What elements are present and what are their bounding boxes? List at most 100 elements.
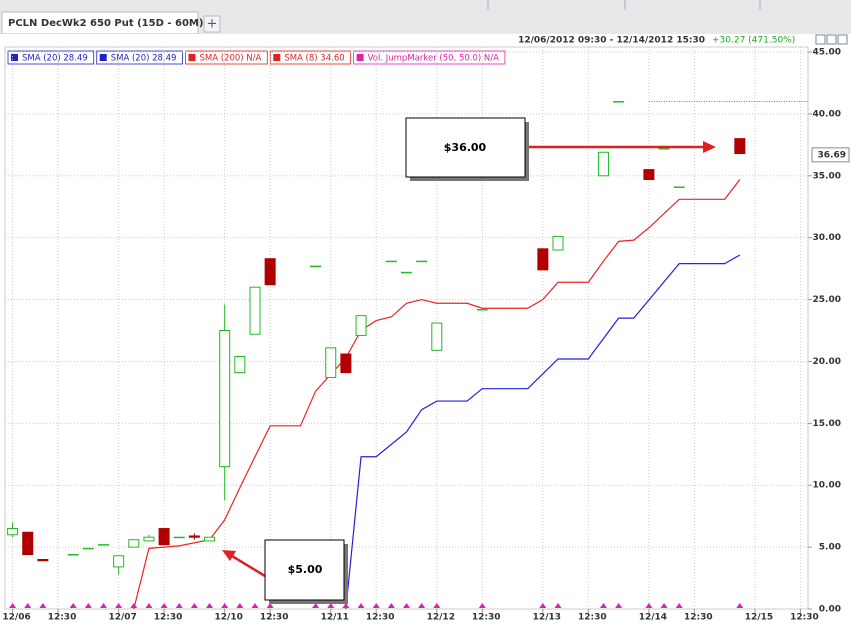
candle-body — [476, 308, 488, 311]
candle-body — [734, 138, 746, 154]
y-tick-label: 45.00 — [813, 48, 841, 58]
jump-marker — [599, 603, 607, 608]
jump-marker — [357, 603, 365, 608]
candle-body — [173, 536, 185, 539]
legend-label: SMA (8) 34.60 — [284, 54, 344, 64]
jump-marker — [190, 603, 198, 608]
jump-marker — [554, 603, 562, 608]
candle-body — [219, 330, 231, 468]
y-tick-label: 0.00 — [819, 605, 841, 615]
candle-body — [143, 536, 155, 542]
jump-marker — [327, 603, 335, 608]
candle-body — [158, 528, 170, 546]
jump-marker — [342, 603, 350, 608]
candle-body — [128, 539, 140, 548]
y-tick-label: 10.00 — [813, 481, 841, 491]
x-tick-label: 12:30 — [790, 613, 819, 623]
candle-body — [7, 528, 19, 536]
jump-marker — [115, 603, 123, 608]
x-tick-label: 12:30 — [472, 613, 501, 623]
x-tick-label: 12/11 — [321, 613, 349, 623]
candle-body — [537, 248, 549, 271]
jump-marker — [660, 603, 668, 608]
legend: SMA (20) 28.49 SMA (20) 28.49 SMA (200) N/… — [7, 50, 506, 65]
add-tab-label: + — [207, 17, 218, 32]
annotation-box — [264, 539, 345, 601]
legend-icon — [356, 54, 364, 61]
y-tick-label: 30.00 — [813, 233, 841, 243]
legend-label: SMA (200) N/A — [199, 54, 261, 64]
candle-body — [340, 353, 352, 374]
jump-marker — [478, 603, 486, 608]
x-tick-label: 12:30 — [684, 613, 713, 623]
y-tick-label: 40.00 — [813, 109, 841, 119]
candle-body — [37, 558, 49, 562]
legend-item — [7, 50, 95, 65]
jump-marker — [675, 603, 683, 608]
candle-body — [385, 260, 397, 263]
jump-marker — [266, 603, 274, 608]
jump-marker — [175, 603, 183, 608]
settings-button[interactable] — [837, 34, 848, 45]
candle-body — [673, 186, 685, 188]
x-tick-label: 12/13 — [533, 613, 561, 623]
jump-marker — [433, 603, 441, 608]
candle-body — [431, 322, 443, 351]
jump-marker — [69, 603, 77, 608]
candle-body — [355, 315, 367, 336]
candle-body — [416, 260, 428, 263]
jump-marker — [130, 603, 138, 608]
legend-icon — [99, 54, 107, 61]
x-tick-label: 12:30 — [260, 613, 289, 623]
legend-item — [185, 50, 268, 65]
annotation: $36.00 — [444, 141, 487, 154]
x-tick-label: 12:30 — [154, 613, 183, 623]
x-tick-label: 12:30 — [48, 613, 77, 623]
x-tick-label: 12/14 — [639, 613, 667, 623]
zoom-button[interactable] — [826, 34, 837, 45]
candle-body — [188, 535, 200, 538]
sma-line — [133, 179, 741, 610]
x-tick-label: 12/06 — [2, 613, 30, 623]
jump-marker — [403, 603, 410, 608]
jump-marker — [236, 603, 244, 608]
candle-body — [113, 555, 125, 568]
legend-item — [353, 50, 506, 65]
jump-marker — [615, 603, 623, 608]
last-price-box — [811, 147, 850, 163]
legend-item — [269, 50, 352, 65]
jump-marker — [160, 603, 168, 608]
y-tick-label: 15.00 — [813, 419, 841, 429]
add-tab[interactable] — [203, 15, 221, 33]
jump-marker — [206, 603, 214, 608]
annotation: $5.00 — [288, 563, 323, 576]
candle-body — [643, 169, 655, 180]
jump-marker — [645, 603, 653, 608]
candle-body — [82, 547, 94, 550]
jump-marker — [24, 603, 32, 608]
jump-marker — [84, 603, 92, 608]
zoom-button[interactable] — [815, 34, 826, 45]
jump-marker — [9, 603, 17, 608]
jump-marker — [418, 603, 426, 608]
jump-marker — [312, 603, 320, 608]
x-tick-label: 12/15 — [745, 613, 773, 623]
legend-icon — [11, 54, 18, 61]
candle-body — [67, 554, 79, 556]
plot-border — [4, 46, 809, 610]
annotation-box — [405, 117, 526, 178]
grid: 0.00 5.00 10.00 15.00 20.00 25.00 30.00 35.00 40… — [2, 47, 841, 623]
candle-body — [234, 355, 246, 374]
x-tick-label: 12/12 — [427, 613, 455, 623]
jump-marker — [39, 603, 47, 608]
x-tick-label: 12:30 — [578, 613, 607, 623]
candle-body — [613, 101, 625, 103]
candle-body — [264, 258, 276, 286]
change: +30.27 (471.50%) — [712, 36, 795, 46]
candle-body — [97, 544, 109, 546]
arrow-head — [703, 141, 716, 153]
marks: 36.69 — [7, 101, 850, 610]
candle-body — [204, 536, 216, 542]
